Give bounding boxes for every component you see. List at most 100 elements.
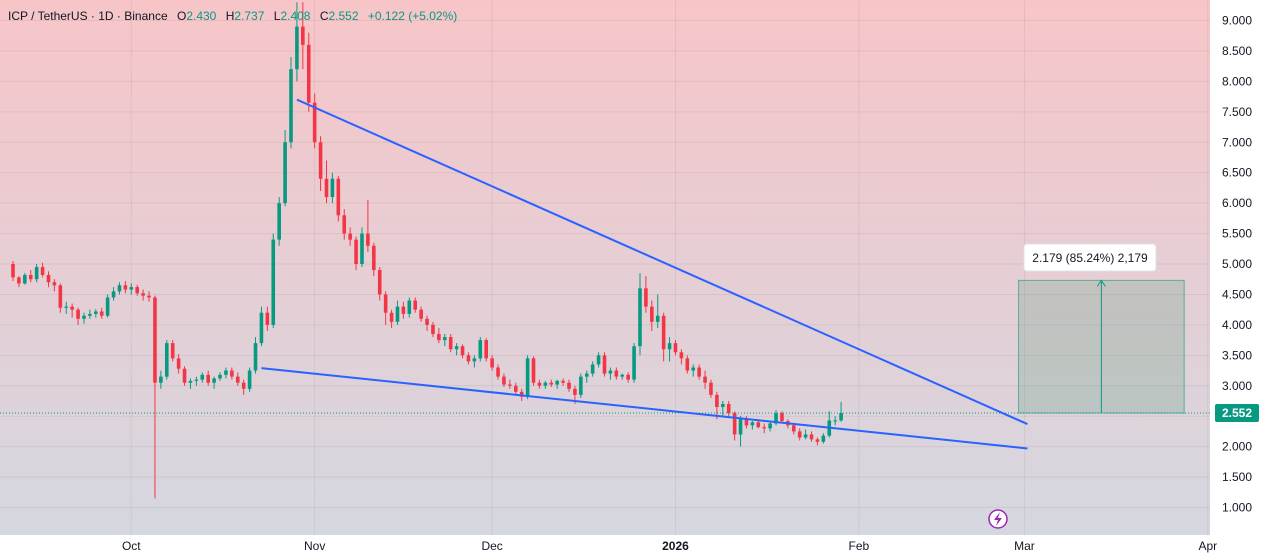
candle-body	[791, 425, 796, 432]
candle	[212, 376, 216, 389]
candle-body	[726, 404, 731, 414]
candle-body	[756, 422, 761, 428]
candle	[555, 379, 559, 389]
candle	[34, 264, 39, 283]
candle	[360, 227, 364, 268]
candle	[750, 421, 755, 430]
candle-body	[809, 434, 814, 440]
candle	[809, 431, 814, 442]
legend-high-value: 2.737	[234, 9, 264, 23]
candle-body	[413, 300, 418, 310]
svg-text:ICP / TetherUS · 1D · Binance: ICP / TetherUS · 1D · Binance O2.430 H2.…	[8, 9, 457, 23]
price-axis-panel[interactable]	[1210, 0, 1277, 560]
candle	[318, 136, 323, 191]
candle-body	[508, 384, 512, 386]
trendlines-layer[interactable]	[261, 98, 1028, 450]
candle-body	[543, 382, 548, 386]
candle-body	[230, 370, 234, 377]
candle-body	[431, 324, 435, 335]
candle-body	[821, 435, 826, 442]
candle	[531, 356, 536, 386]
candle	[454, 343, 459, 356]
candle-body	[561, 380, 565, 383]
candle	[579, 373, 583, 398]
time-axis[interactable]: Oct Nov Dec 2026 Feb Mar Apr	[122, 539, 1217, 553]
candle	[608, 367, 613, 380]
candle-body	[650, 306, 654, 322]
candle-body	[762, 427, 767, 429]
candle	[182, 366, 187, 386]
candle-body	[99, 311, 104, 316]
legend-low-value: 2.408	[280, 9, 310, 23]
candle-body	[531, 358, 536, 383]
time-axis-panel[interactable]	[0, 535, 1210, 560]
candle	[797, 428, 802, 441]
price-tick-label: 4.000	[1222, 318, 1252, 332]
candle-body	[513, 385, 518, 392]
candle-body	[584, 373, 589, 377]
candle-body	[342, 215, 347, 234]
candle-body	[17, 277, 21, 284]
candle-body	[667, 343, 672, 350]
time-tick-label: 2026	[662, 539, 689, 553]
candle-body	[354, 239, 358, 264]
lightning-icon[interactable]	[988, 509, 1008, 529]
candle	[561, 378, 565, 386]
candle-body	[803, 434, 808, 438]
candle-body	[76, 309, 80, 319]
candle	[691, 364, 696, 377]
candle	[277, 197, 281, 246]
candle	[235, 372, 240, 386]
candle-body	[614, 370, 619, 377]
candle	[70, 303, 74, 318]
candle-body	[626, 374, 630, 380]
candles-layer	[0, 2, 1210, 499]
candle-body	[235, 376, 240, 383]
trendline-lower[interactable]	[261, 367, 1028, 450]
candle-body	[366, 233, 370, 246]
candle-body	[537, 382, 542, 386]
price-tick-label: 7.000	[1222, 135, 1252, 149]
candle	[135, 284, 140, 296]
candle-body	[602, 355, 607, 374]
candle-body	[673, 343, 678, 353]
candle	[153, 295, 157, 499]
price-tick-label: 3.500	[1222, 348, 1252, 362]
candle	[815, 437, 820, 446]
candle	[478, 337, 483, 362]
measure-label-box[interactable]: 2.179 (85.24%) 2,179	[1023, 243, 1157, 272]
candle	[839, 401, 843, 422]
candle-body	[638, 288, 642, 347]
candle	[584, 370, 589, 383]
time-tick-label: Mar	[1014, 539, 1035, 553]
candle-body	[691, 367, 696, 371]
candle	[626, 372, 630, 383]
candle	[732, 411, 737, 441]
candle	[176, 354, 181, 374]
candle-body	[40, 267, 45, 275]
candle-body	[271, 239, 276, 325]
candle-body	[833, 420, 837, 422]
candle	[673, 340, 678, 356]
candle-body	[88, 313, 92, 316]
candle	[431, 321, 435, 338]
candle	[715, 391, 719, 420]
candle	[508, 379, 512, 389]
measure-tool[interactable]	[1018, 279, 1185, 414]
candle	[496, 364, 500, 380]
candle	[295, 2, 299, 82]
trendline-upper[interactable]	[296, 98, 1028, 426]
candle	[164, 340, 169, 380]
candle-body	[620, 374, 625, 377]
candle	[301, 2, 305, 70]
candle	[472, 355, 477, 368]
candle	[383, 291, 388, 325]
candle-body	[496, 367, 500, 377]
candle-body	[685, 358, 690, 371]
candle-body	[194, 379, 199, 381]
candle	[407, 297, 412, 318]
candle	[726, 400, 731, 417]
candle	[230, 367, 234, 380]
